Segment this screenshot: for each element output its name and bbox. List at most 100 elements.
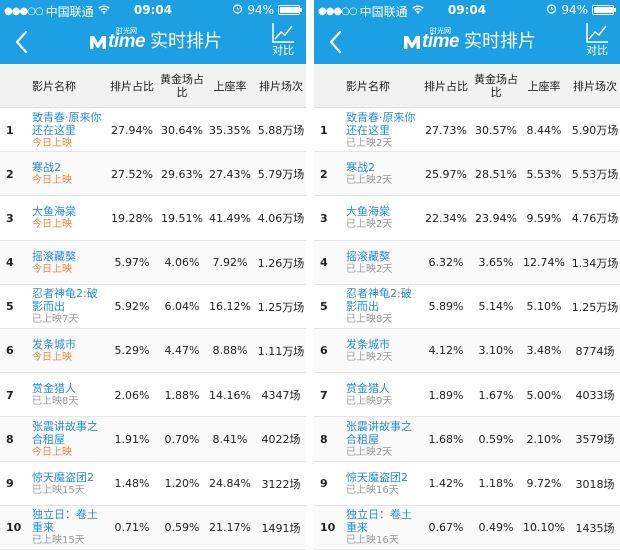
movie-cell[interactable]: 大鱼海棠 今日上映 <box>32 196 104 240</box>
col-schedule-count[interactable]: 排片场次 <box>573 79 617 93</box>
movie-title[interactable]: 致青春·原来你还在这里 <box>346 110 416 137</box>
movie-cell[interactable]: 惊天魔盗团2 已上映15天 <box>32 462 104 506</box>
movie-cell[interactable]: 张震讲故事之合租屋 今日上映 <box>32 417 104 461</box>
movie-title[interactable]: 寒战2 <box>32 161 61 175</box>
col-schedule-share[interactable]: 排片占比 <box>424 79 468 93</box>
row-rank: 10 <box>6 521 22 535</box>
movie-cell[interactable]: 致青春·原来你还在这里 已上映2天 <box>346 108 418 152</box>
release-status: 今日上映 <box>32 263 72 275</box>
movie-title[interactable]: 摇滚藏獒 <box>32 249 76 263</box>
movie-cell[interactable]: 赏金猎人 已上映8天 <box>32 373 104 417</box>
movie-cell[interactable]: 忍者神龟2:破影而出 已上映7天 <box>32 285 104 329</box>
movie-title[interactable]: 摇滚藏獒 <box>346 249 390 263</box>
movie-cell[interactable]: 独立日：卷土重来 已上映16天 <box>346 506 418 550</box>
occupancy-value: 41.49% <box>209 211 251 225</box>
col-schedule-share[interactable]: 排片占比 <box>110 79 154 93</box>
table-row[interactable]: 10 独立日：卷土重来 已上映16天 0.67% 0.49% 10.10% 14… <box>314 505 620 550</box>
schedule-count-value: 4033场 <box>575 389 615 403</box>
movie-title[interactable]: 大鱼海棠 <box>346 205 390 219</box>
table-row[interactable]: 9 惊天魔盗团2 已上映16天 1.42% 1.18% 9.72% 3018场 <box>314 462 620 506</box>
movie-cell[interactable]: 寒战2 已上映2天 <box>346 152 418 196</box>
row-rank: 8 <box>6 432 14 446</box>
col-prime-share[interactable]: 黄金场占比 <box>474 73 518 99</box>
movie-cell[interactable]: 寒战2 今日上映 <box>32 152 104 196</box>
movie-cell[interactable]: 致青春·原来你还在这里 今日上映 <box>32 108 104 152</box>
release-status: 今日上映 <box>32 175 72 187</box>
movie-cell[interactable]: 张震讲故事之合租屋 已上映2天 <box>346 417 418 461</box>
table-row[interactable]: 5 忍者神龟2:破影而出 已上映7天 5.92% 6.04% 16.12% 1.… <box>0 285 306 329</box>
signal-icon: ●●●○○ <box>4 6 44 17</box>
row-rank: 6 <box>320 344 328 358</box>
table-row[interactable]: 10 独立日：卷土重来 已上映15天 0.71% 0.59% 21.17% 14… <box>0 505 306 550</box>
compare-button[interactable]: 对比 <box>268 22 298 62</box>
row-rank: 9 <box>6 477 14 490</box>
prime-share-value: 1.88% <box>164 388 200 402</box>
schedule-count-value: 4022场 <box>261 433 301 447</box>
movie-title[interactable]: 忍者神龟2:破影而出 <box>32 287 98 314</box>
movie-title[interactable]: 赏金猎人 <box>32 382 76 396</box>
movie-title[interactable]: 张震讲故事之合租屋 <box>32 419 98 446</box>
movie-cell[interactable]: 大鱼海棠 已上映2天 <box>346 196 418 240</box>
movie-cell[interactable]: 惊天魔盗团2 已上映16天 <box>346 462 418 506</box>
movie-cell[interactable]: 赏金猎人 已上映9天 <box>346 373 418 417</box>
table-row[interactable]: 2 寒战2 已上映2天 25.97% 28.51% 5.53% 5.53万场 <box>314 152 620 197</box>
col-schedule-count[interactable]: 排片场次 <box>259 79 303 93</box>
movie-title[interactable]: 惊天魔盗团2 <box>32 470 94 484</box>
col-occupancy[interactable]: 上座率 <box>527 79 561 93</box>
table-row[interactable]: 3 大鱼海棠 已上映2天 22.34% 23.94% 9.59% 4.76万场 <box>314 196 620 241</box>
movie-title[interactable]: 赏金猎人 <box>346 382 390 396</box>
status-time: 09:04 <box>133 3 173 17</box>
schedule-count-value: 5.88万场 <box>257 124 305 137</box>
movie-title[interactable]: 独立日：卷土重来 <box>32 508 98 535</box>
movie-cell[interactable]: 发条城市 已上映2天 <box>346 329 418 373</box>
movie-title[interactable]: 独立日：卷土重来 <box>346 508 412 535</box>
movie-cell[interactable]: 忍者神龟2:破影而出 已上映8天 <box>346 285 418 329</box>
prime-share-value: 4.06% <box>164 256 200 270</box>
table-row[interactable]: 6 发条城市 今日上映 5.29% 4.47% 8.88% 1.11万场 <box>0 328 306 374</box>
release-status: 已上映2天 <box>346 446 393 458</box>
table-row[interactable]: 2 寒战2 今日上映 27.52% 29.63% 27.43% 5.79万场 <box>0 152 306 197</box>
occupancy-value: 16.12% <box>209 300 251 314</box>
movie-title[interactable]: 忍者神龟2:破影而出 <box>346 287 412 314</box>
compare-button[interactable]: 对比 <box>582 22 612 62</box>
table-row[interactable]: 5 忍者神龟2:破影而出 已上映8天 5.89% 5.14% 5.10% 1.2… <box>314 285 620 329</box>
movie-title[interactable]: 寒战2 <box>346 161 375 175</box>
movie-cell[interactable]: 摇滚藏獒 今日上映 <box>32 241 104 285</box>
movie-cell[interactable]: 独立日：卷土重来 已上映15天 <box>32 506 104 550</box>
table-row[interactable]: 9 惊天魔盗团2 已上映15天 1.48% 1.20% 24.84% 3122场 <box>0 462 306 506</box>
release-status: 已上映2天 <box>346 263 393 275</box>
prime-share-value: 4.47% <box>164 344 200 358</box>
col-prime-share[interactable]: 黄金场占比 <box>160 73 204 99</box>
prime-share-value: 28.51% <box>475 167 517 181</box>
movie-title[interactable]: 发条城市 <box>32 337 76 351</box>
table-row[interactable]: 8 张震讲故事之合租屋 已上映2天 1.68% 0.59% 2.10% 3579… <box>314 417 620 462</box>
chevron-left-icon <box>15 30 28 54</box>
movie-title[interactable]: 发条城市 <box>346 337 390 351</box>
movie-title[interactable]: 惊天魔盗团2 <box>346 470 408 484</box>
movie-cell[interactable]: 摇滚藏獒 已上映2天 <box>346 241 418 285</box>
row-rank: 3 <box>320 211 328 225</box>
table-row[interactable]: 1 致青春·原来你还在这里 已上映2天 27.73% 30.57% 8.44% … <box>314 108 620 153</box>
table-row[interactable]: 4 摇滚藏獒 今日上映 5.97% 4.06% 7.92% 1.26万场 <box>0 240 306 285</box>
movie-title[interactable]: 张震讲故事之合租屋 <box>346 419 412 446</box>
table-row[interactable]: 1 致青春·原来你还在这里 今日上映 27.94% 30.64% 35.35% … <box>0 108 306 153</box>
table-row[interactable]: 6 发条城市 已上映2天 4.12% 3.10% 3.48% 8774场 <box>314 328 620 374</box>
release-status: 已上映15天 <box>32 484 85 496</box>
schedule-share-value: 27.73% <box>425 123 467 137</box>
occupancy-value: 9.72% <box>526 477 562 490</box>
table-row[interactable]: 7 赏金猎人 已上映8天 2.06% 1.88% 14.16% 4347场 <box>0 373 306 418</box>
table-row[interactable]: 4 摇滚藏獒 已上映2天 6.32% 3.65% 12.74% 1.34万场 <box>314 240 620 285</box>
back-button[interactable] <box>10 28 34 56</box>
movie-cell[interactable]: 发条城市 今日上映 <box>32 329 104 373</box>
table-row[interactable]: 3 大鱼海棠 今日上映 19.28% 19.51% 41.49% 4.06万场 <box>0 196 306 241</box>
occupancy-value: 14.16% <box>209 388 251 402</box>
movie-title[interactable]: 大鱼海棠 <box>32 205 76 219</box>
signal-icon: ●●●○○ <box>318 6 358 17</box>
prime-share-value: 19.51% <box>161 211 203 225</box>
table-row[interactable]: 7 赏金猎人 已上映9天 1.89% 1.67% 5.00% 4033场 <box>314 373 620 418</box>
release-status: 今日上映 <box>32 137 72 149</box>
back-button[interactable] <box>324 28 348 56</box>
table-row[interactable]: 8 张震讲故事之合租屋 今日上映 1.91% 0.70% 8.41% 4022场 <box>0 417 306 462</box>
col-occupancy[interactable]: 上座率 <box>213 79 247 93</box>
movie-title[interactable]: 致青春·原来你还在这里 <box>32 110 102 137</box>
